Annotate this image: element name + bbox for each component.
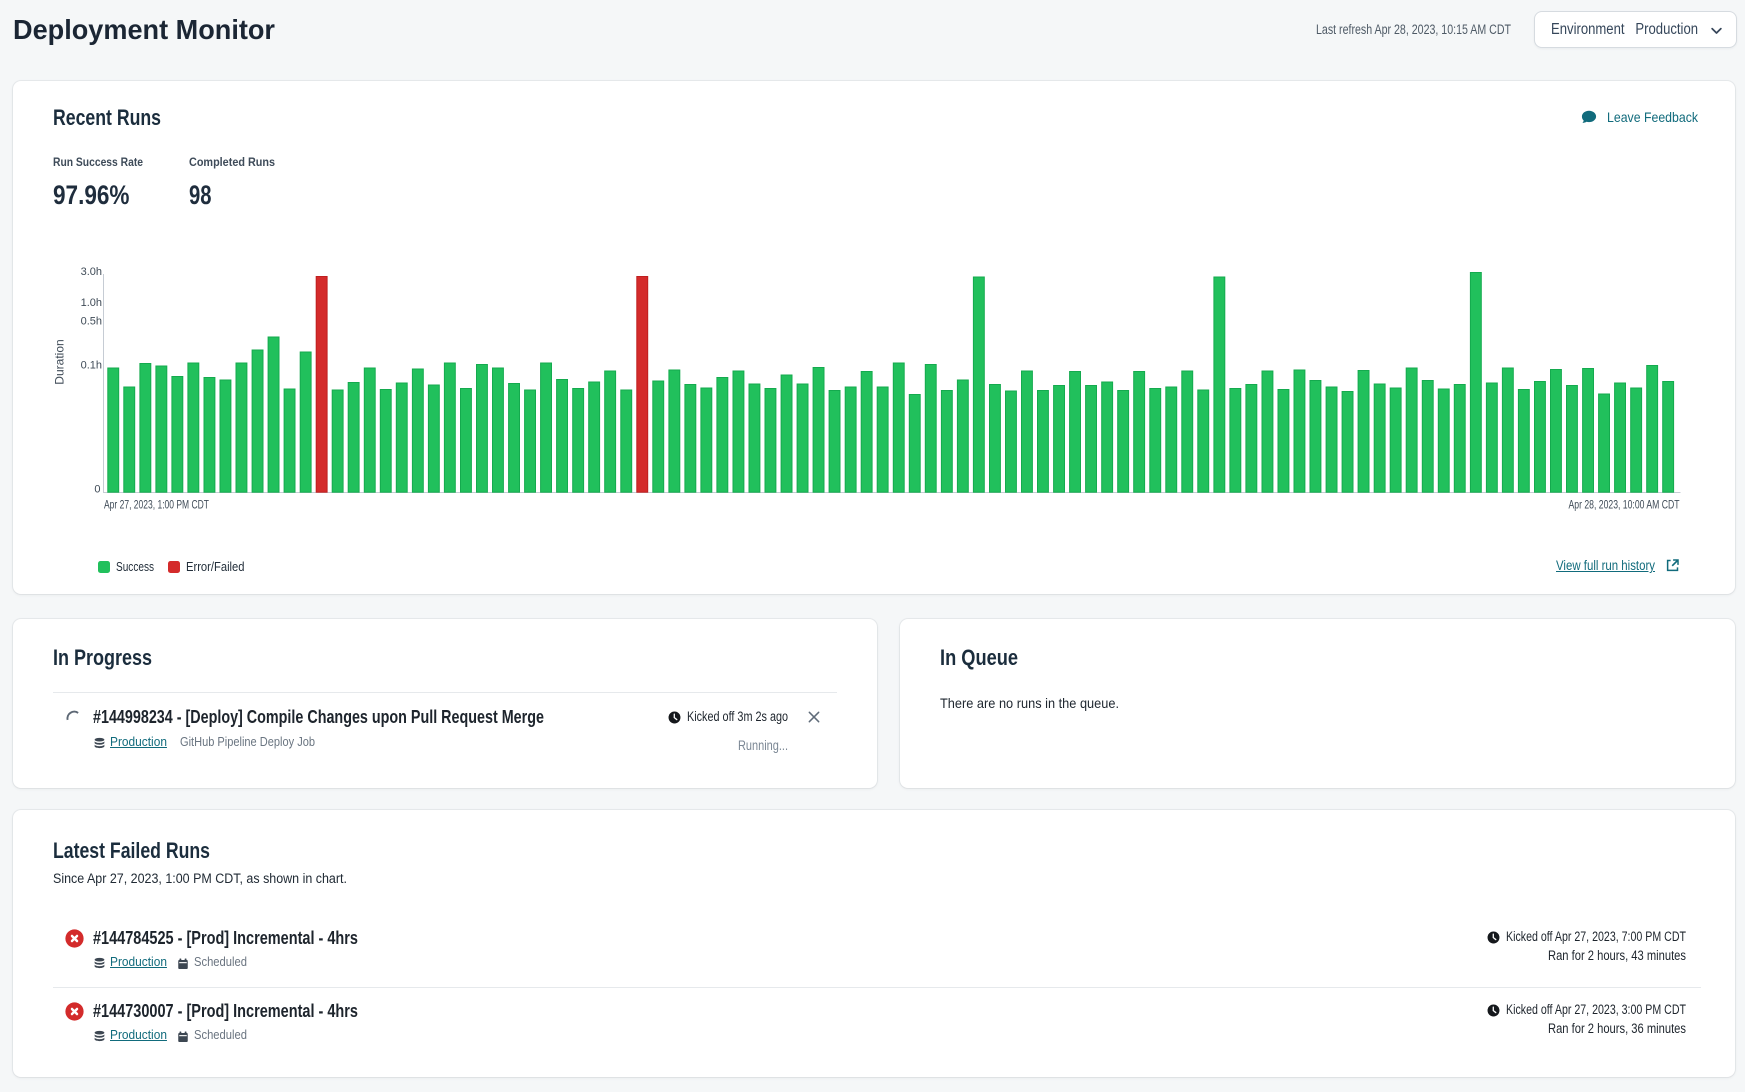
svg-text:Apr 28, 2023, 10:00 AM CDT: Apr 28, 2023, 10:00 AM CDT <box>1569 500 1680 512</box>
svg-text:0.1h: 0.1h <box>81 360 102 372</box>
svg-text:Duration: Duration <box>53 339 67 384</box>
svg-text:0.5h: 0.5h <box>81 316 102 328</box>
svg-text:1.0h: 1.0h <box>81 297 102 309</box>
svg-text:Apr 27, 2023, 1:00 PM CDT: Apr 27, 2023, 1:00 PM CDT <box>104 500 209 512</box>
svg-text:3.0h: 3.0h <box>81 266 102 278</box>
svg-text:0: 0 <box>94 484 100 496</box>
